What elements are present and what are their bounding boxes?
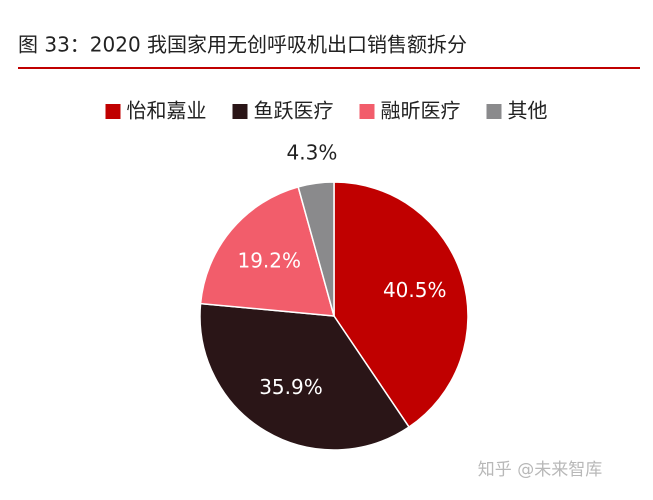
legend-label: 鱼跃医疗 (254, 99, 334, 123)
legend-swatch (486, 104, 502, 119)
pie-slice (199, 302, 411, 451)
chart-title: 图 33：2020 我国家用无创呼吸机出口销售额拆分 (18, 33, 467, 57)
watermark: 知乎 @未来智库 (478, 460, 602, 480)
pie-slice (333, 181, 469, 429)
legend-swatch (232, 104, 248, 119)
pie-slice (199, 185, 336, 317)
legend-swatch (105, 104, 121, 119)
pie-slice (297, 181, 335, 317)
data-label: 19.2% (237, 248, 301, 272)
legend-label: 融昕医疗 (381, 99, 461, 123)
data-label: 35.9% (259, 375, 323, 399)
legend-label: 怡和嘉业 (127, 99, 207, 123)
data-label: 4.3% (287, 141, 338, 165)
data-label: 40.5% (383, 278, 447, 302)
legend-label: 其他 (508, 99, 548, 123)
legend-swatch (359, 104, 375, 119)
